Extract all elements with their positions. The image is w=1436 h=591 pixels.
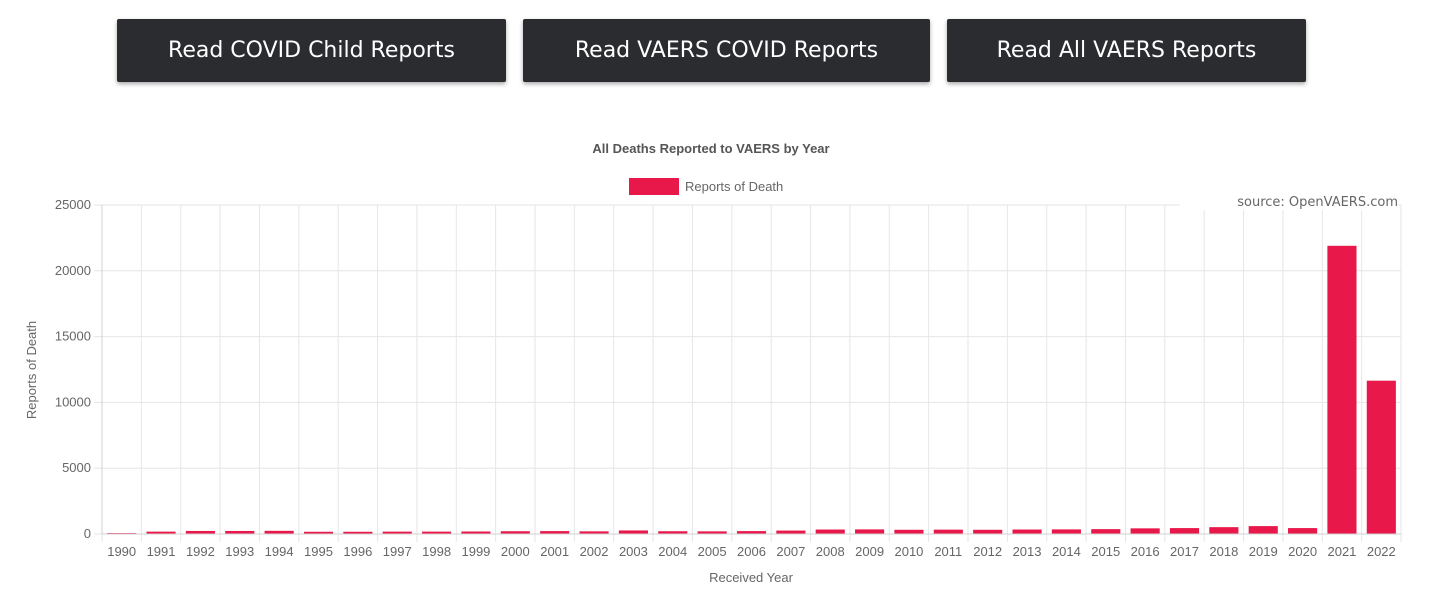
y-tick-label: 0	[84, 526, 91, 541]
bar-2018	[1209, 527, 1239, 534]
bar-1992	[185, 530, 215, 534]
x-tick-label: 2006	[737, 544, 766, 559]
y-tick-label: 15000	[55, 329, 91, 344]
bar-2002	[579, 531, 609, 534]
bar-2005	[697, 531, 727, 534]
x-tick-label: 2003	[619, 544, 648, 559]
legend-swatch	[629, 178, 679, 195]
bar-2001	[540, 531, 570, 534]
bar-2009	[855, 529, 885, 534]
x-tick-label: 2007	[776, 544, 805, 559]
bar-2014	[1051, 529, 1081, 534]
bar-1997	[382, 531, 412, 534]
x-tick-label: 1992	[186, 544, 215, 559]
x-tick-label: 2013	[1013, 544, 1042, 559]
x-axis-title: Received Year	[709, 570, 794, 585]
x-tick-label: 2015	[1091, 544, 1120, 559]
y-tick-label: 5000	[62, 460, 91, 475]
bar-2019	[1248, 526, 1278, 534]
y-tick-label: 25000	[55, 197, 91, 212]
x-tick-label: 2001	[540, 544, 569, 559]
x-tick-label: 2008	[816, 544, 845, 559]
x-tick-label: 1998	[422, 544, 451, 559]
bar-1996	[343, 531, 373, 534]
x-tick-label: 2014	[1052, 544, 1081, 559]
x-tick-label: 2002	[580, 544, 609, 559]
bar-1995	[303, 531, 334, 534]
x-tick-label: 2011	[934, 544, 962, 559]
x-tick-label: 1995	[304, 544, 333, 559]
read-covid-child-reports-button[interactable]: Read COVID Child Reports	[117, 19, 506, 82]
bar-2022	[1366, 380, 1396, 534]
x-tick-label: 1990	[107, 544, 136, 559]
bar-2020	[1288, 528, 1318, 534]
x-tick-label: 2004	[658, 544, 687, 559]
bar-1999	[461, 531, 491, 534]
y-tick-label: 10000	[55, 394, 91, 409]
bar-2012	[973, 529, 1003, 534]
read-vaers-covid-reports-button[interactable]: Read VAERS COVID Reports	[523, 19, 930, 82]
y-axis-title: Reports of Death	[24, 321, 39, 419]
bar-2013	[1012, 529, 1042, 534]
bar-2006	[736, 531, 767, 534]
x-tick-label: 1997	[383, 544, 412, 559]
chart-title: All Deaths Reported to VAERS by Year	[592, 141, 829, 156]
x-tick-label: 2000	[501, 544, 530, 559]
x-tick-label: 2016	[1131, 544, 1160, 559]
x-tick-label: 2005	[698, 544, 727, 559]
legend-label: Reports of Death	[685, 179, 783, 194]
x-tick-label: 2019	[1249, 544, 1278, 559]
x-tick-label: 1996	[343, 544, 372, 559]
x-tick-label: 2018	[1209, 544, 1238, 559]
bar-2000	[500, 531, 530, 534]
bar-2004	[658, 531, 688, 534]
x-tick-label: 2017	[1170, 544, 1199, 559]
x-tick-label: 1993	[225, 544, 254, 559]
x-tick-label: 1994	[265, 544, 294, 559]
bar-2008	[815, 529, 845, 534]
x-tick-label: 2010	[894, 544, 923, 559]
bar-2011	[933, 529, 963, 534]
bar-2010	[894, 529, 924, 534]
bar-2017	[1169, 528, 1200, 534]
bar-2016	[1130, 528, 1160, 534]
source-note: source: OpenVAERS.com	[1180, 195, 1398, 210]
x-tick-label: 2022	[1367, 544, 1396, 559]
bar-1994	[264, 530, 294, 534]
x-tick-label: 1991	[147, 544, 176, 559]
x-tick-label: 2009	[855, 544, 884, 559]
read-all-vaers-reports-button[interactable]: Read All VAERS Reports	[947, 19, 1306, 82]
bar-1993	[225, 530, 255, 534]
y-tick-label: 20000	[55, 263, 91, 278]
x-tick-label: 1999	[461, 544, 490, 559]
bar-2007	[776, 530, 806, 534]
bar-1998	[422, 531, 452, 534]
x-tick-label: 2012	[973, 544, 1002, 559]
x-tick-label: 2021	[1327, 544, 1356, 559]
bar-2021	[1327, 245, 1357, 534]
bar-2015	[1091, 529, 1121, 534]
bar-2003	[618, 530, 648, 534]
bar-1991	[146, 531, 176, 534]
x-tick-label: 2020	[1288, 544, 1317, 559]
